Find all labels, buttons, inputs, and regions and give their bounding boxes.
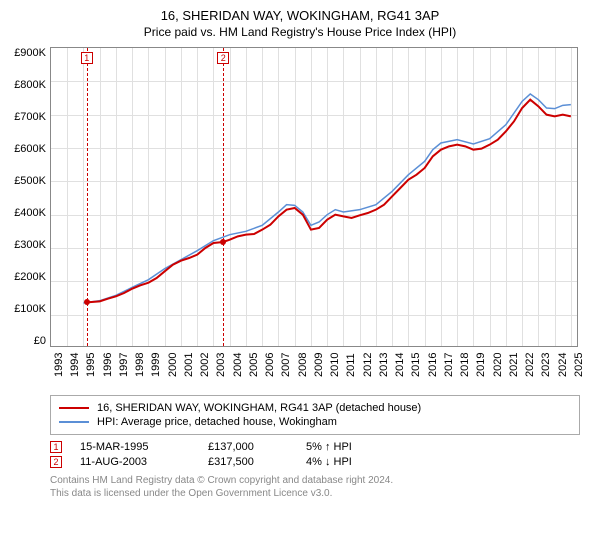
x-tick-label: 2019 (475, 353, 487, 377)
chart-title: 16, SHERIDAN WAY, WOKINGHAM, RG41 3AP (10, 8, 590, 23)
x-tick-label: 2018 (459, 353, 471, 377)
x-tick-label: 2023 (540, 353, 552, 377)
y-tick-label: £600K (14, 143, 46, 155)
x-tick-label: 2011 (345, 353, 357, 377)
legend: 16, SHERIDAN WAY, WOKINGHAM, RG41 3AP (d… (50, 395, 580, 435)
marker-dot-1 (84, 299, 90, 305)
x-tick-label: 2025 (573, 353, 585, 377)
x-tick-label: 2001 (183, 353, 195, 377)
x-tick-label: 2003 (215, 353, 227, 377)
x-tick-label: 1999 (150, 353, 162, 377)
x-tick-label: 1997 (118, 353, 130, 377)
x-tick-label: 2008 (297, 353, 309, 377)
legend-item: 16, SHERIDAN WAY, WOKINGHAM, RG41 3AP (d… (59, 402, 571, 414)
x-tick-label: 2024 (557, 353, 569, 377)
legend-swatch (59, 421, 89, 423)
marker-box-2: 2 (217, 52, 229, 64)
marker-vline-2 (223, 48, 224, 346)
y-tick-label: £700K (14, 111, 46, 123)
x-tick-label: 1998 (134, 353, 146, 377)
chart-wrap: £900K £800K £700K £600K £500K £400K £300K £200K… (10, 47, 590, 347)
y-tick-label: £900K (14, 47, 46, 59)
transaction-marker-1: 1 (50, 441, 62, 453)
transaction-row: 1 15-MAR-1995 £137,000 5% ↑ HPI (50, 441, 580, 453)
x-tick-label: 2010 (329, 353, 341, 377)
x-tick-label: 2014 (394, 353, 406, 377)
y-tick-label: £300K (14, 239, 46, 251)
series-hpi (83, 94, 570, 303)
legend-item: HPI: Average price, detached house, Woki… (59, 416, 571, 428)
x-tick-label: 2016 (427, 353, 439, 377)
transactions-table: 1 15-MAR-1995 £137,000 5% ↑ HPI 2 11-AUG-2003… (50, 441, 580, 468)
x-tick-label: 2012 (362, 353, 374, 377)
transaction-price: £317,500 (208, 456, 288, 468)
y-tick-label: £500K (14, 175, 46, 187)
x-tick-label: 1995 (85, 353, 97, 377)
license-line2: This data is licensed under the Open Gov… (50, 487, 580, 500)
x-tick-label: 2017 (443, 353, 455, 377)
x-axis: 1993 1994 1995 1996 1997 1998 1999 2000 2001 2002… (50, 347, 578, 387)
x-tick-label: 2000 (167, 353, 179, 377)
y-tick-label: £200K (14, 271, 46, 283)
x-tick-label: 1993 (53, 353, 65, 377)
y-tick-label: £100K (14, 303, 46, 315)
x-tick-label: 2015 (410, 353, 422, 377)
chart-container: 16, SHERIDAN WAY, WOKINGHAM, RG41 3AP Pr… (0, 0, 600, 510)
transaction-delta: 4% ↓ HPI (306, 456, 352, 468)
transaction-price: £137,000 (208, 441, 288, 453)
line-series (51, 48, 579, 348)
x-tick-label: 2002 (199, 353, 211, 377)
x-tick-label: 2013 (378, 353, 390, 377)
x-tick-label: 2005 (248, 353, 260, 377)
transaction-row: 2 11-AUG-2003 £317,500 4% ↓ HPI (50, 456, 580, 468)
x-tick-label: 2006 (264, 353, 276, 377)
transaction-date: 11-AUG-2003 (80, 456, 190, 468)
y-axis: £900K £800K £700K £600K £500K £400K £300K £200K… (10, 47, 50, 347)
marker-dot-2 (220, 239, 226, 245)
transaction-delta: 5% ↑ HPI (306, 441, 352, 453)
x-tick-label: 2007 (280, 353, 292, 377)
legend-label: 16, SHERIDAN WAY, WOKINGHAM, RG41 3AP (d… (97, 402, 421, 414)
license-line1: Contains HM Land Registry data © Crown c… (50, 474, 580, 487)
transaction-date: 15-MAR-1995 (80, 441, 190, 453)
x-tick-label: 2021 (508, 353, 520, 377)
x-tick-label: 2022 (524, 353, 536, 377)
x-tick-label: 2004 (232, 353, 244, 377)
x-tick-label: 2020 (492, 353, 504, 377)
y-tick-label: £800K (14, 79, 46, 91)
y-tick-label: £0 (34, 335, 46, 347)
x-tick-label: 1996 (102, 353, 114, 377)
legend-swatch (59, 407, 89, 409)
license-text: Contains HM Land Registry data © Crown c… (50, 474, 580, 500)
x-tick-label: 2009 (313, 353, 325, 377)
marker-box-1: 1 (81, 52, 93, 64)
chart-subtitle: Price paid vs. HM Land Registry's House … (10, 25, 590, 39)
legend-label: HPI: Average price, detached house, Woki… (97, 416, 337, 428)
transaction-marker-2: 2 (50, 456, 62, 468)
y-tick-label: £400K (14, 207, 46, 219)
x-tick-label: 1994 (69, 353, 81, 377)
plot-area: 12 (50, 47, 578, 347)
